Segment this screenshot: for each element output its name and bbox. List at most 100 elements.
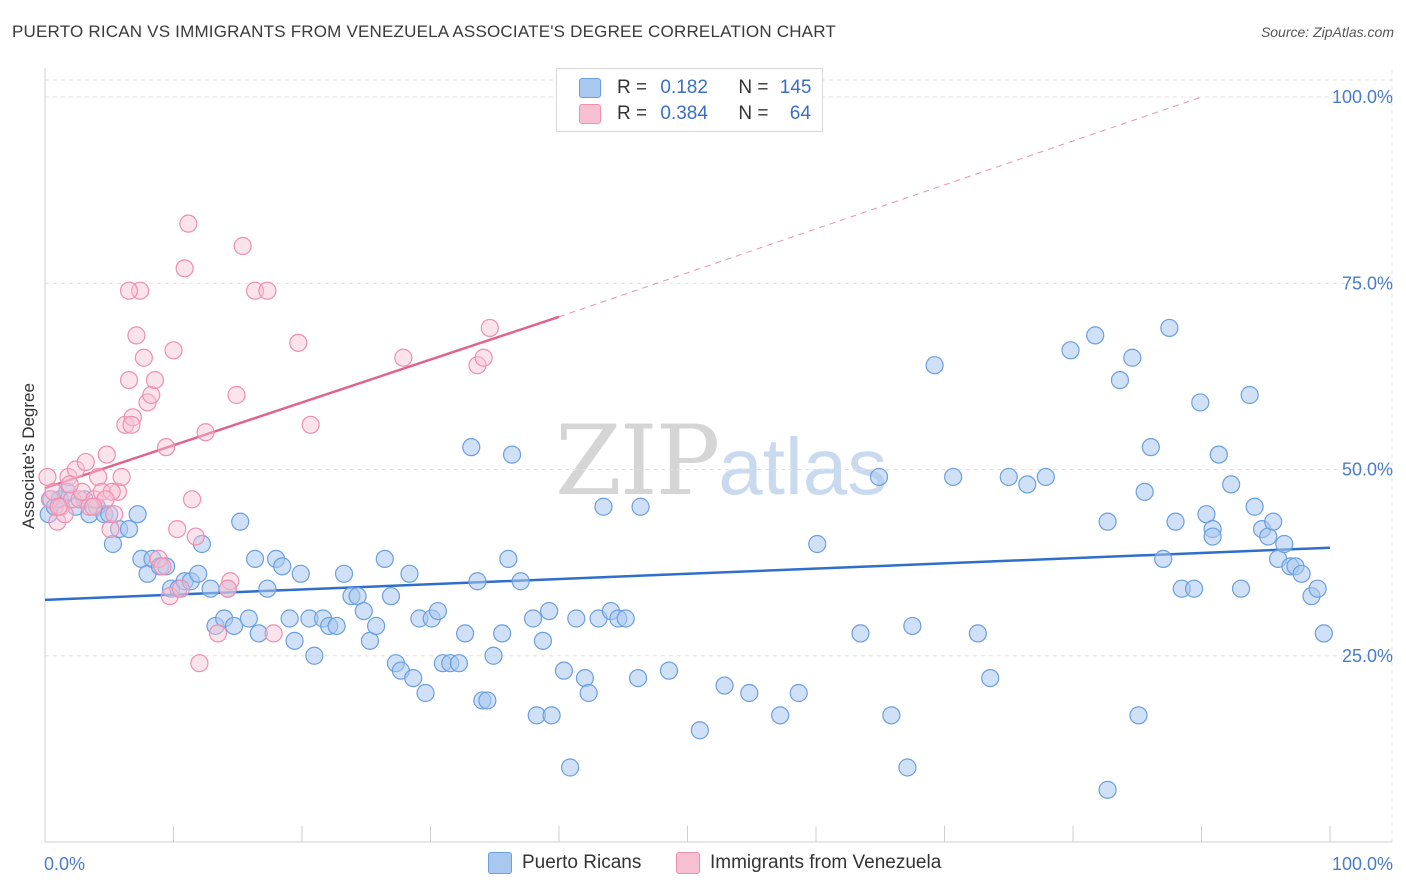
data-point-puerto-ricans [898, 758, 917, 777]
data-point-puerto-ricans [449, 654, 469, 673]
data-point-venezuela [55, 505, 74, 524]
data-point-puerto-ricans [808, 534, 827, 554]
data-point-venezuela [142, 385, 161, 405]
data-point-puerto-ricans [1275, 534, 1294, 554]
series-label: Puerto Ricans [522, 852, 642, 873]
data-point-venezuela [134, 348, 153, 367]
data-point-puerto-ricans [944, 467, 963, 487]
data-point-venezuela [480, 318, 499, 338]
data-point-venezuela [153, 557, 172, 576]
data-point-puerto-ricans [381, 587, 401, 606]
data-point-puerto-ricans [1141, 438, 1160, 457]
data-point-puerto-ricans [354, 601, 373, 621]
data-point-puerto-ricans [249, 624, 268, 643]
y-tick-label: 25.0% [1342, 646, 1393, 666]
data-point-puerto-ricans [523, 609, 543, 628]
data-point-puerto-ricans [285, 631, 304, 650]
data-point-puerto-ricans [511, 572, 530, 591]
data-point-puerto-ricans [1135, 482, 1154, 501]
y-axis-title: Associate's Degree [19, 383, 38, 529]
data-point-puerto-ricans [1222, 475, 1241, 494]
data-point-venezuela [48, 512, 67, 531]
data-point-puerto-ricans [1098, 780, 1117, 799]
data-point-venezuela [105, 505, 124, 524]
data-point-puerto-ricans [542, 706, 561, 725]
data-point-venezuela [468, 356, 487, 375]
y-tick-label: 75.0% [1342, 273, 1393, 293]
legend-n-label: N = [738, 103, 774, 124]
data-point-venezuela [122, 415, 141, 434]
data-point-puerto-ricans [1086, 326, 1105, 345]
data-point-puerto-ricans [789, 683, 808, 703]
data-point-puerto-ricans [1308, 579, 1327, 598]
data-point-puerto-ricans [561, 758, 580, 777]
data-point-puerto-ricans [1110, 371, 1130, 390]
legend-n-label: N = [738, 77, 774, 98]
data-point-puerto-ricans [903, 616, 922, 636]
data-point-puerto-ricans [280, 609, 299, 628]
data-point-puerto-ricans [1061, 341, 1080, 360]
data-point-puerto-ricans [690, 721, 709, 740]
data-point-puerto-ricans [968, 624, 987, 643]
series-label: Immigrants from Venezuela [710, 852, 942, 873]
data-point-venezuela [474, 348, 493, 367]
source-credit: Source: ZipAtlas.com [1260, 24, 1394, 40]
data-point-venezuela [394, 348, 413, 367]
x-tick-label: 0.0% [44, 854, 85, 874]
data-point-venezuela [49, 497, 68, 516]
data-point-venezuela [160, 587, 179, 606]
data-point-puerto-ricans [540, 601, 559, 621]
data-point-puerto-ricans [273, 557, 292, 576]
data-point-puerto-ricans [416, 683, 435, 703]
data-point-puerto-ricans [305, 646, 324, 665]
data-point-puerto-ricans [1123, 348, 1142, 367]
data-point-venezuela [123, 408, 142, 427]
data-point-puerto-ricans [1191, 393, 1210, 412]
data-point-puerto-ricans [771, 706, 790, 725]
data-point-venezuela [301, 415, 320, 434]
data-point-venezuela [218, 579, 237, 598]
data-point-venezuela [179, 214, 198, 233]
data-point-puerto-ricans [1166, 512, 1185, 531]
data-point-puerto-ricans [999, 467, 1018, 487]
data-point-puerto-ricans [239, 609, 258, 628]
trendline-venezuela [44, 315, 560, 490]
data-point-puerto-ricans [375, 549, 394, 569]
data-point-puerto-ricans [925, 356, 944, 375]
data-point-puerto-ricans [1098, 512, 1117, 531]
data-point-puerto-ricans [468, 572, 487, 591]
data-point-venezuela [208, 624, 228, 643]
data-point-puerto-ricans [1209, 445, 1228, 464]
data-point-puerto-ricans [1240, 385, 1259, 405]
data-point-venezuela [112, 467, 131, 487]
data-point-puerto-ricans [231, 512, 250, 531]
data-point-puerto-ricans [334, 564, 354, 583]
data-point-venezuela [196, 423, 215, 442]
data-point-puerto-ricans [554, 661, 574, 680]
data-point-puerto-ricans [478, 691, 497, 710]
data-point-puerto-ricans [594, 497, 613, 516]
data-point-puerto-ricans [502, 445, 522, 464]
data-point-venezuela [156, 438, 176, 457]
data-point-venezuela [102, 482, 121, 501]
data-point-venezuela [168, 519, 187, 539]
data-point-venezuela [264, 624, 283, 643]
data-point-venezuela [89, 467, 108, 487]
data-point-puerto-ricans [189, 564, 208, 583]
axis-layer [44, 68, 1392, 843]
legend-r-label: R = [617, 103, 653, 124]
data-point-puerto-ricans [1160, 318, 1179, 338]
data-point-puerto-ricans [245, 549, 265, 569]
series-legend-item-venezuela: Immigrants from Venezuela [676, 852, 941, 874]
data-point-puerto-ricans [882, 706, 901, 725]
data-point-puerto-ricans [100, 505, 119, 524]
data-point-venezuela [171, 579, 191, 598]
data-point-puerto-ricans [740, 683, 759, 703]
data-point-puerto-ricans [428, 601, 448, 621]
series-swatch-pink [676, 852, 700, 874]
points-layer [38, 214, 1333, 799]
data-point-puerto-ricans [119, 519, 139, 539]
data-point-puerto-ricans [493, 624, 512, 643]
data-point-venezuela [221, 572, 240, 591]
